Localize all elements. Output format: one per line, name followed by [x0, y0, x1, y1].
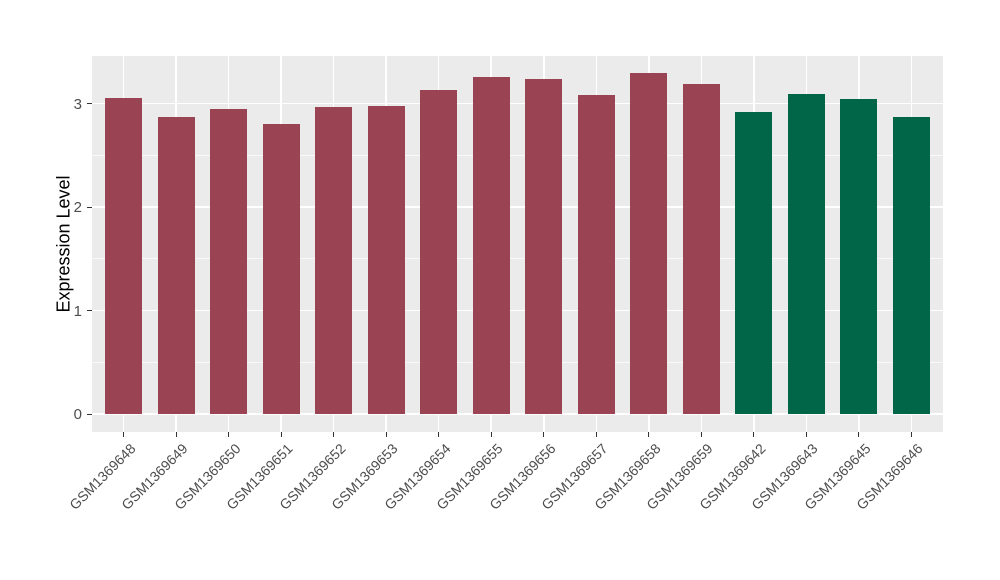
bar-GSM1369659 — [682, 83, 720, 414]
x-tick-mark — [175, 432, 177, 437]
major-gridline — [92, 102, 943, 105]
y-tick-mark — [87, 103, 92, 104]
x-tick-mark — [280, 432, 282, 437]
x-tick-mark — [543, 432, 545, 437]
bar-GSM1369649 — [157, 116, 195, 414]
bar-GSM1369656 — [525, 78, 563, 414]
x-tick-mark — [123, 432, 125, 437]
x-tick-mark — [595, 432, 597, 437]
x-tick-mark — [490, 432, 492, 437]
y-tick-label-0: 0 — [73, 406, 82, 423]
bar-GSM1369642 — [735, 111, 773, 414]
x-tick-mark — [700, 432, 702, 437]
major-gridline — [92, 413, 943, 415]
bar-GSM1369651 — [262, 124, 300, 414]
minor-gridline — [92, 154, 943, 156]
bar-GSM1369643 — [787, 94, 825, 414]
x-tick-mark — [858, 432, 860, 437]
y-tick-mark — [87, 206, 92, 208]
y-axis-title: Expression Level — [53, 175, 74, 313]
minor-gridline — [92, 361, 943, 363]
y-tick-mark — [87, 413, 92, 415]
x-tick-mark — [648, 432, 650, 437]
x-tick-mark — [805, 432, 807, 437]
x-tick-mark — [438, 432, 440, 437]
x-tick-mark — [228, 432, 230, 437]
minor-gridline — [92, 258, 943, 260]
bar-GSM1369650 — [210, 108, 248, 414]
x-tick-mark — [333, 432, 335, 437]
x-tick-mark — [910, 432, 912, 437]
bar-GSM1369645 — [840, 99, 878, 414]
major-gridline — [92, 309, 943, 312]
bar-GSM1369654 — [420, 90, 458, 414]
x-tick-mark — [385, 432, 387, 437]
major-gridline — [92, 206, 943, 208]
y-tick-label-3: 3 — [73, 95, 82, 113]
bar-GSM1369657 — [577, 95, 615, 414]
bar-GSM1369655 — [472, 76, 510, 414]
bar-GSM1369658 — [630, 73, 668, 414]
bar-GSM1369652 — [315, 106, 353, 414]
x-tick-mark — [753, 432, 755, 437]
bar-GSM1369646 — [892, 116, 930, 414]
y-tick-mark — [87, 310, 92, 311]
bar-GSM1369653 — [367, 105, 405, 414]
y-tick-label-2: 2 — [73, 199, 82, 216]
bar-GSM1369648 — [105, 98, 143, 414]
y-tick-label-1: 1 — [73, 302, 82, 320]
